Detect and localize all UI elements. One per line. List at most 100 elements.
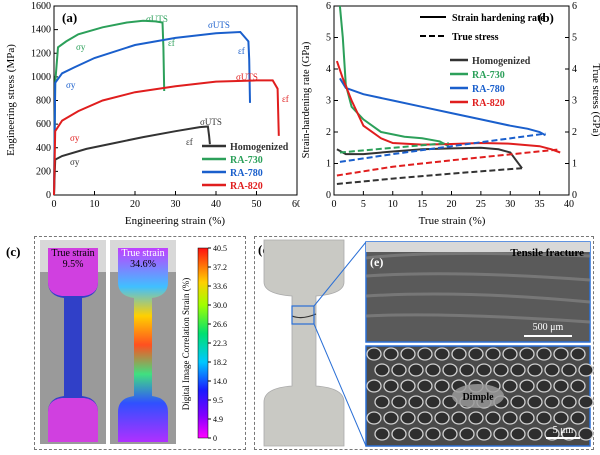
legend-label-homogenized: Homogenized [230,142,289,153]
sem-title: Tensile fracture [510,247,584,259]
dimple-cell [544,395,560,409]
dimple-cell [374,363,390,377]
eps-f-ra730: εf [168,38,175,48]
b-xtick-label: 0 [332,199,337,210]
a-series-ra-730 [53,19,166,196]
legend-label-ra780: RA-780 [230,168,263,179]
colorbar-tick-label: 9.5 [213,396,223,405]
dimple-cell [400,411,416,425]
a-ytick-label: 1000 [31,72,51,83]
a-xtick-label: 0 [52,199,57,210]
panel-b-legend: Strain hardening rate True stress Homoge… [420,13,545,109]
dimple-cell [400,379,416,393]
colorbar-tick-label: 4.9 [213,415,223,424]
dimple-cell [451,411,467,425]
panel-b-chart: 0 5 10 15 20 25 30 35 400 01 12 23 34 45 56 6 (b) True … [301,1,600,227]
a-series-homogenized [53,125,211,196]
colorbar-tick-label: 37.2 [213,263,227,272]
dimple-cell [485,411,501,425]
panel-c-frame [34,236,246,450]
dimple-cell [459,427,475,441]
colorbar-tick-label: 0 [213,434,217,443]
colorbar-tick-label: 30.0 [213,301,227,310]
dic-colorbar [197,247,209,439]
panel-a-annotations: σy σy σy σy σUTS σUTS σUTS σUTS εf εf εf… [66,14,289,167]
dimple-cell [578,395,594,409]
panel-b-xlabel: True strain (%) [419,215,486,227]
dimple-cell [561,363,577,377]
legend-label-solid: Strain hardening rate [452,13,545,24]
b-xtick-label: 25 [476,199,486,210]
dic-right-strain-value: 34.6% [130,259,156,270]
sem-image-top [365,241,591,343]
panel-e-label: (e) [370,255,383,269]
a-xtick-label: 40 [211,199,221,210]
legend-label-dashed: True stress [452,32,499,43]
dimple-cell [544,363,560,377]
dimple-cell [391,395,407,409]
dimple-cell [366,347,382,361]
dic-left-strain-label: True strain [51,248,94,259]
b-ytick-label-left: 2 [326,127,331,138]
b-ytick-label-right: 0 [572,190,577,201]
b-series-ra-780-dashed [339,132,546,163]
dimple-cell [383,411,399,425]
a-ytick-label: 600 [36,119,51,130]
a-xtick-label: 60 [292,199,300,210]
dimple-cell [510,363,526,377]
dimple-cell [578,363,594,377]
panel-c-dic-images: True strain 9.5% True strain 34.6% (c) 4… [40,240,227,444]
legend-label-b-ra780: RA-780 [472,84,505,95]
dimple-cell [536,411,552,425]
dic-specimen-left-ends [48,248,98,296]
dic-specimen-left [48,248,98,442]
dimple-cell [493,363,509,377]
sem-bottom-scale-text: 5 μm [553,425,574,436]
dimple-cell [519,379,535,393]
a-ytick-label: 1600 [31,1,51,12]
b-xtick-label: 30 [505,199,515,210]
dimple-cell [553,379,569,393]
dimple-cell [502,411,518,425]
dimple-cell [451,347,467,361]
dimple-cell [553,411,569,425]
sigma-y-ra730: σy [76,42,86,52]
dimple-cell [536,379,552,393]
b-xtick-label: 5 [361,199,366,210]
dimple-cell [408,395,424,409]
dimple-cell [425,427,441,441]
dimple-cell [374,427,390,441]
b-series-ra-780-solid [339,77,546,137]
dimple-cell [417,379,433,393]
dimple-cell [417,347,433,361]
panel-a-label: (a) [62,10,77,25]
b-series-ra-820-dashed [336,148,561,177]
legend-label-ra730: RA-730 [230,155,263,166]
sem-dimples [366,347,594,441]
colorbar-tick-label: 33.6 [213,282,227,291]
dimple-cell [578,427,594,441]
panel-a-chart: 0 10 20 30 40 50 60020040060080010001200140016… [5,1,300,227]
zoom-line-top [313,241,367,307]
dimple-cell [519,411,535,425]
a-xtick-label: 10 [90,199,100,210]
dic-colorbar-label: Digital Image Correlation Strain (%) [181,278,191,410]
dimple-cell [425,363,441,377]
panel-a-plot-frame [53,5,298,196]
a-ytick-label: 800 [36,96,51,107]
a-series-ra-780 [53,30,251,196]
b-xtick-label: 10 [388,199,398,210]
b-series-ra-820-solid [335,60,561,154]
dimple-cell [459,363,475,377]
sem-top-texture [365,251,591,324]
dimple-cell [527,427,543,441]
panel-a-ylabel: Engineering stress (MPa) [5,44,17,156]
panel-de-images: (d) (e) Tensile fracture 500 μm Dimple 5… [258,239,594,447]
dimple-cell [502,347,518,361]
dimple-cell [434,347,450,361]
sem-top-edge [366,242,590,252]
dimple-cell [570,411,586,425]
zoom-box [291,305,315,325]
b-ytick-label-right: 2 [572,127,577,138]
